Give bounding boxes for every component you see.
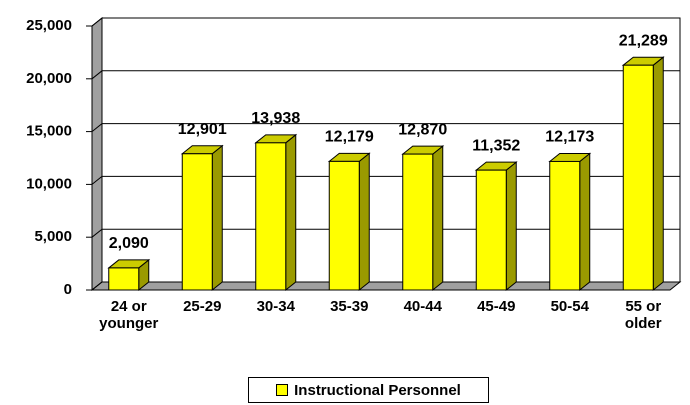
- bar-side: [358, 152, 370, 292]
- value-label: 12,901: [178, 121, 227, 138]
- value-label: 12,870: [398, 121, 447, 138]
- legend: Instructional Personnel: [248, 377, 489, 403]
- legend-label: Instructional Personnel: [294, 381, 461, 399]
- bar: [475, 169, 507, 291]
- x-tick-label: 50-54: [550, 298, 589, 315]
- bar: [328, 160, 360, 291]
- floor: [90, 281, 682, 291]
- y-tick-label: 15,000: [26, 123, 72, 140]
- bar: [622, 64, 654, 291]
- bar: [549, 160, 581, 291]
- side-wall: [91, 16, 103, 292]
- x-tick-label: 35-39: [330, 298, 369, 315]
- value-label: 12,179: [325, 129, 374, 146]
- x-tick-label: 55 or older: [624, 298, 662, 332]
- y-tick-label: 10,000: [26, 175, 72, 192]
- value-label: 11,352: [472, 137, 520, 154]
- x-tick-label: 25-29: [183, 298, 222, 315]
- y-tick-label: 20,000: [26, 70, 72, 87]
- value-label: 21,289: [619, 32, 668, 49]
- bar: [255, 142, 287, 291]
- grid-line: [91, 123, 680, 132]
- value-label: 2,090: [109, 235, 149, 252]
- x-tick-label: 45-49: [477, 298, 516, 315]
- x-tick-label: 30-34: [256, 298, 295, 315]
- bar-side: [211, 144, 223, 292]
- bar-side: [652, 56, 664, 292]
- bar: [402, 153, 434, 291]
- legend-swatch: [276, 384, 289, 396]
- bar: [108, 267, 140, 291]
- x-tick-label: 40-44: [403, 298, 442, 315]
- bar-side: [579, 152, 591, 292]
- bar: [181, 153, 213, 291]
- x-tick-label: 24 or younger: [99, 298, 159, 332]
- bar-side: [432, 145, 444, 292]
- y-tick-label: 0: [64, 281, 72, 298]
- value-label: 12,173: [545, 129, 594, 146]
- y-tick-label: 5,000: [34, 228, 72, 245]
- grid-line: [91, 17, 680, 27]
- y-tick-label: 25,000: [26, 17, 72, 34]
- grid-line: [91, 70, 680, 80]
- bar-side: [285, 133, 297, 292]
- value-label: 13,938: [251, 110, 300, 127]
- bar-side: [505, 161, 517, 292]
